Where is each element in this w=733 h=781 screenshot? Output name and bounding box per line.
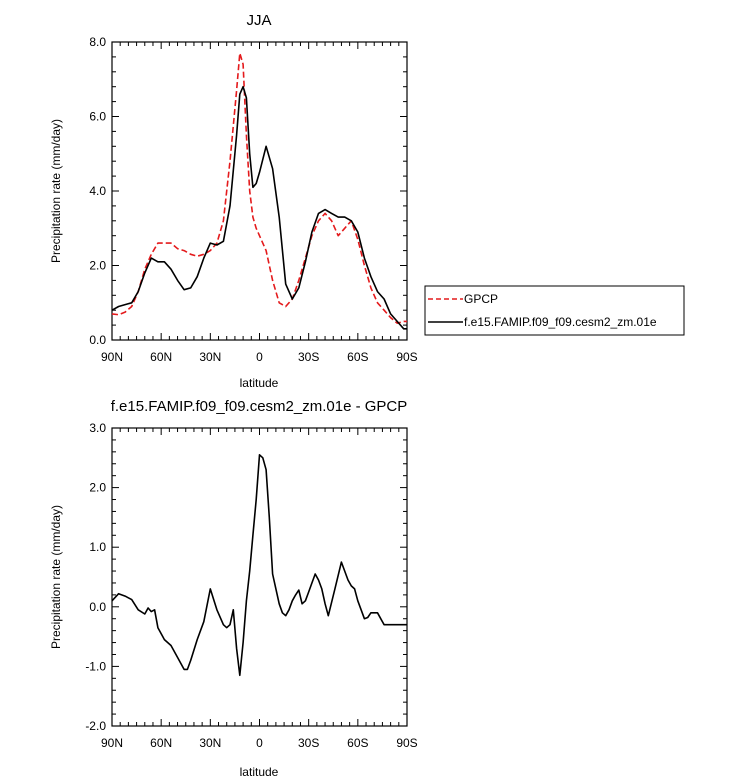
y-axis-label: Precipitation rate (mm/day) bbox=[49, 505, 63, 649]
y-tick-label: -1.0 bbox=[85, 659, 106, 673]
x-axis-label: latitude bbox=[240, 765, 279, 779]
legend-label-model: f.e15.FAMIP.f09_f09.cesm2_zm.01e bbox=[464, 315, 657, 329]
y-tick-label: 6.0 bbox=[89, 110, 106, 124]
x-tick-label: 0 bbox=[256, 350, 263, 364]
chart-title: f.e15.FAMIP.f09_f09.cesm2_zm.01e - GPCP bbox=[111, 398, 408, 415]
y-tick-label: 8.0 bbox=[89, 35, 106, 49]
y-tick-label: 0.0 bbox=[89, 333, 106, 347]
x-tick-label: 60N bbox=[150, 350, 172, 364]
x-tick-label: 30N bbox=[199, 736, 221, 750]
legend-label-gpcp: GPCP bbox=[464, 292, 498, 306]
x-tick-label: 60N bbox=[150, 736, 172, 750]
y-tick-label: 3.0 bbox=[89, 421, 106, 435]
y-axis-label: Precipitation rate (mm/day) bbox=[49, 119, 63, 263]
y-tick-label: 1.0 bbox=[89, 540, 106, 554]
x-tick-label: 90S bbox=[396, 350, 417, 364]
x-tick-label: 90S bbox=[396, 736, 417, 750]
y-tick-label: 2.0 bbox=[89, 481, 106, 495]
series-line-difference bbox=[111, 453, 407, 677]
x-tick-label: 30N bbox=[199, 350, 221, 364]
y-tick-label: -2.0 bbox=[85, 719, 106, 733]
chart-title: JJA bbox=[246, 12, 271, 29]
x-tick-label: 30S bbox=[298, 736, 319, 750]
x-tick-label: 30S bbox=[298, 350, 319, 364]
x-tick-label: 90N bbox=[101, 736, 123, 750]
series-line-gpcp bbox=[111, 52, 407, 325]
top-chart: JJA Precipitation rate (mm/day) latitude… bbox=[49, 12, 418, 390]
plot-frame bbox=[111, 427, 408, 727]
plot-frame bbox=[111, 41, 408, 341]
legend: GPCP f.e15.FAMIP.f09_f09.cesm2_zm.01e bbox=[424, 285, 685, 336]
y-tick-label: 2.0 bbox=[89, 259, 106, 273]
legend-box bbox=[424, 285, 685, 336]
y-tick-label: 0.0 bbox=[89, 600, 106, 614]
y-tick-label: 4.0 bbox=[89, 184, 106, 198]
x-tick-label: 0 bbox=[256, 736, 263, 750]
bottom-chart: f.e15.FAMIP.f09_f09.cesm2_zm.01e - GPCP … bbox=[49, 398, 418, 779]
series-line-f-e15-famip-f09-f09-cesm2-zm-01e bbox=[111, 85, 407, 330]
x-tick-label: 90N bbox=[101, 350, 123, 364]
x-tick-label: 60S bbox=[347, 736, 368, 750]
x-tick-label: 60S bbox=[347, 350, 368, 364]
x-axis-label: latitude bbox=[240, 376, 279, 390]
